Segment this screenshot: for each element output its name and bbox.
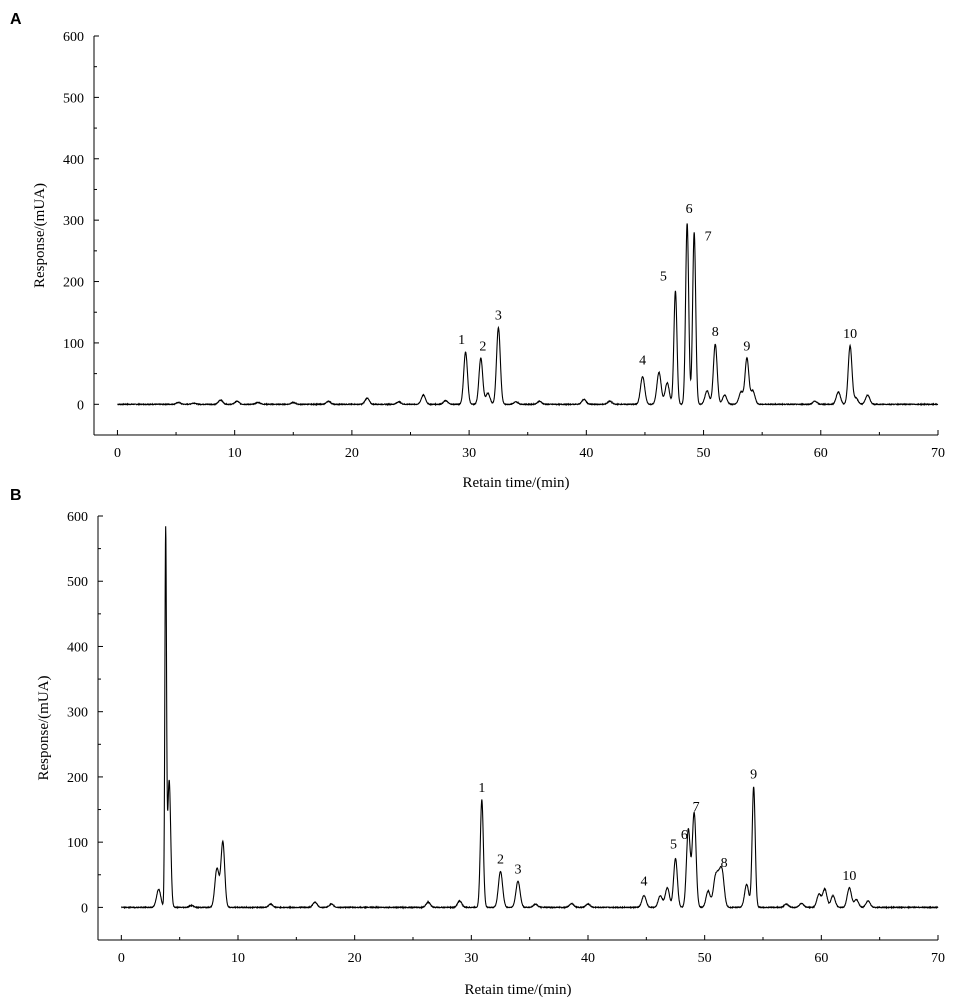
x-tick-label: 50 <box>698 951 712 966</box>
y-tick-label: 400 <box>63 153 84 168</box>
panel-letter: B <box>10 487 22 504</box>
peak-label: 1 <box>458 333 465 348</box>
peak-label: 3 <box>515 862 522 877</box>
x-tick-label: 40 <box>579 446 593 461</box>
chromatogram-trace <box>121 526 939 910</box>
y-tick-label: 100 <box>63 337 84 352</box>
y-axis-title: Response/(mUA) <box>36 676 52 781</box>
peak-label: 8 <box>712 325 719 340</box>
x-tick-label: 70 <box>931 951 945 966</box>
x-axis-title: Retain time/(min) <box>464 982 571 998</box>
x-tick-label: 10 <box>231 951 245 966</box>
chromatogram-trace <box>117 223 939 407</box>
y-tick-label: 600 <box>63 30 84 45</box>
peak-label: 4 <box>641 875 648 890</box>
panel-letter: A <box>10 11 22 28</box>
x-tick-label: 30 <box>464 951 478 966</box>
x-tick-label: 60 <box>814 446 828 461</box>
x-tick-label: 60 <box>814 951 828 966</box>
peak-label: 1 <box>478 781 485 796</box>
y-tick-label: 200 <box>63 276 84 291</box>
x-axis-title: Retain time/(min) <box>462 475 569 491</box>
peak-label: 2 <box>497 853 504 868</box>
peak-label: 10 <box>843 327 857 342</box>
x-tick-label: 40 <box>581 951 595 966</box>
peak-label: 2 <box>479 339 486 354</box>
peak-label: 6 <box>681 828 688 843</box>
peak-label: 9 <box>750 768 757 783</box>
x-tick-label: 10 <box>228 446 242 461</box>
y-tick-label: 500 <box>67 575 88 590</box>
y-tick-label: 500 <box>63 91 84 106</box>
x-tick-label: 70 <box>931 446 945 461</box>
peak-label: 9 <box>743 339 750 354</box>
peak-label: 7 <box>693 800 700 815</box>
chart-panel-b: B 0 100 200 300 400 500 600 0 10 20 30 40 50 60 70 Retai… <box>10 487 945 998</box>
y-tick-label: 0 <box>77 398 84 413</box>
x-tick-label: 30 <box>462 446 476 461</box>
chart-panel-a: A 0 100 200 300 400 500 600 0 10 20 30 40 50 60 70 Retai… <box>10 11 945 491</box>
x-tick-label: 20 <box>348 951 362 966</box>
y-axis-title: Response/(mUA) <box>32 183 48 288</box>
y-tick-label: 0 <box>81 901 88 916</box>
y-tick-label: 300 <box>67 706 88 721</box>
y-tick-label: 400 <box>67 640 88 655</box>
x-tick-label: 50 <box>697 446 711 461</box>
y-tick-label: 600 <box>67 510 88 525</box>
peak-label: 3 <box>495 309 502 324</box>
x-tick-label: 0 <box>118 951 125 966</box>
x-tick-label: 0 <box>114 446 121 461</box>
y-tick-label: 300 <box>63 214 84 229</box>
peak-label: 5 <box>660 270 667 285</box>
peak-label: 5 <box>670 837 677 852</box>
peak-label: 7 <box>705 229 712 244</box>
peak-label: 8 <box>721 856 728 871</box>
peak-label: 6 <box>686 202 693 217</box>
peak-label: 4 <box>639 354 646 369</box>
peak-label: 10 <box>842 869 856 884</box>
x-tick-label: 20 <box>345 446 359 461</box>
y-tick-label: 100 <box>67 836 88 851</box>
y-tick-label: 200 <box>67 771 88 786</box>
